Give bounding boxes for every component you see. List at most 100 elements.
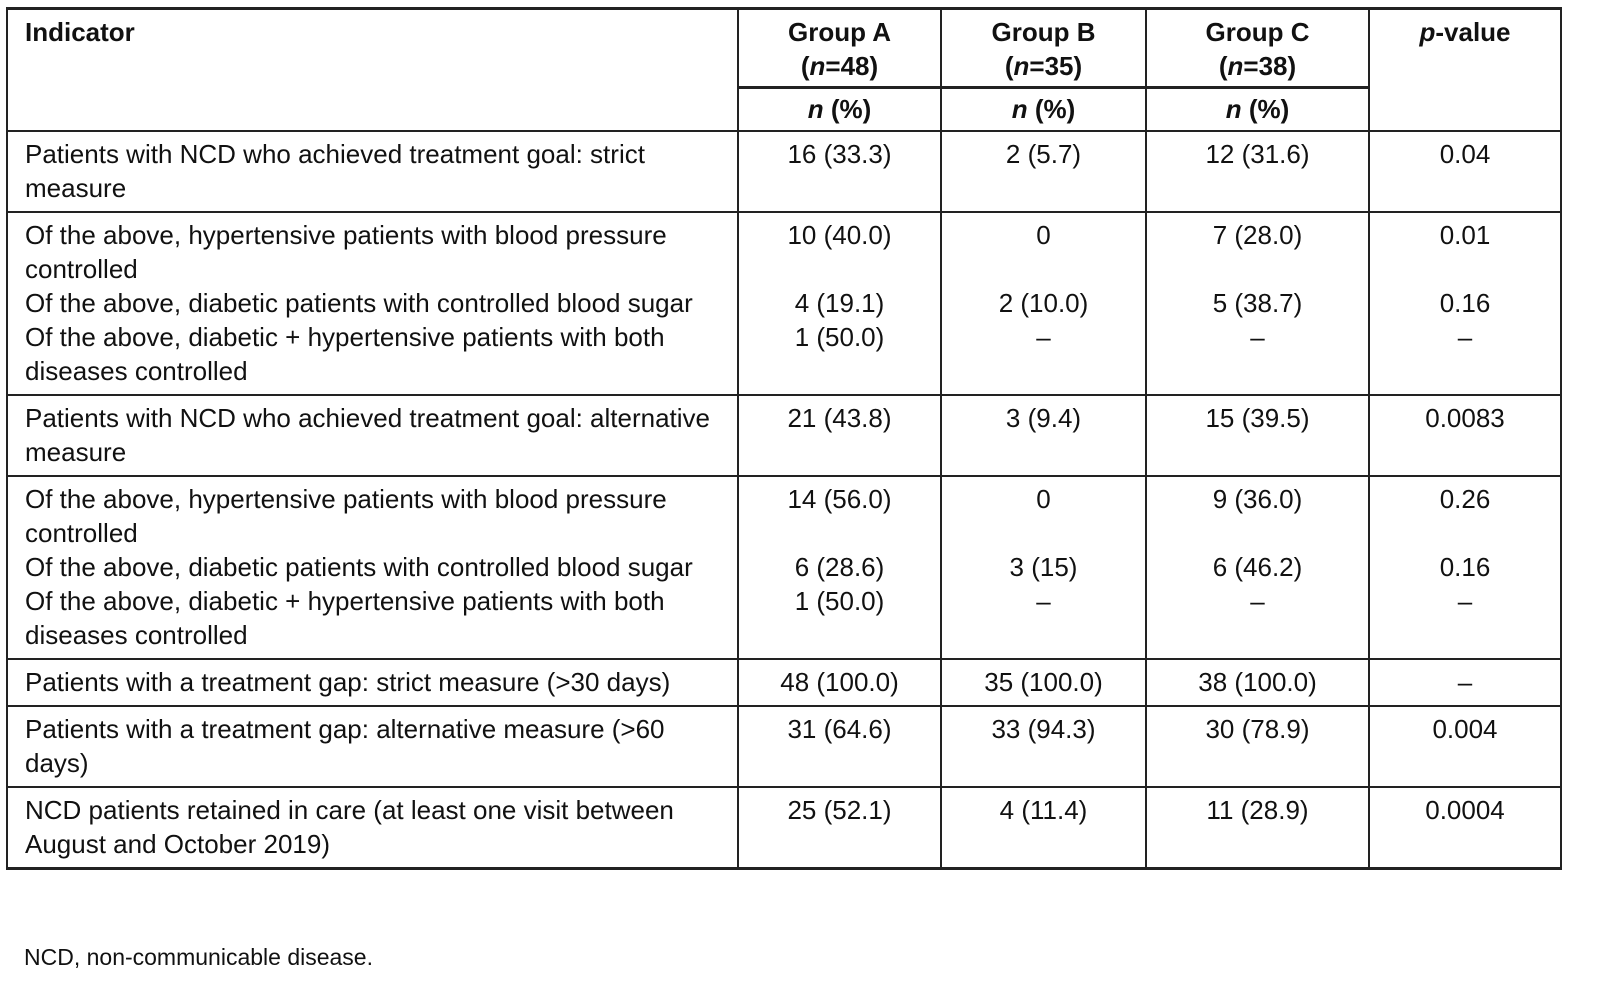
text-part: n <box>1225 94 1242 124</box>
text-part: ( <box>800 51 810 81</box>
indicator-cell: Of the above, diabetic + hypertensive pa… <box>6 584 739 659</box>
table-row: Patients with a treatment gap: strict me… <box>6 659 1562 706</box>
text-part: n <box>1011 94 1028 124</box>
value-cell: 10 (40.0) <box>737 212 942 286</box>
data-table: Indicator Group A (n=48) Group B (n=35) Group… <box>6 7 1562 870</box>
value-cell: 3 (9.4) <box>940 395 1147 476</box>
value-cell: 1 (50.0) <box>737 320 942 395</box>
table-section: NCD patients retained in care (at least … <box>6 787 1562 869</box>
text-part: p <box>1419 17 1436 47</box>
table-wrap: Indicator Group A (n=48) Group B (n=35) Group… <box>6 7 1562 870</box>
group-title: Group C <box>1205 17 1310 47</box>
unit-header: n (%) <box>940 86 1147 132</box>
table-row: NCD patients retained in care (at least … <box>6 787 1562 869</box>
group-header: Group B (n=35) <box>940 7 1147 89</box>
indicator-cell: NCD patients retained in care (at least … <box>6 787 739 869</box>
group-header: Group C (n=38) <box>1145 7 1370 89</box>
value-cell: 0.16 <box>1368 550 1562 584</box>
indicator-cell: Of the above, diabetic patients with con… <box>6 550 739 584</box>
value-cell: 9 (36.0) <box>1145 476 1370 550</box>
indicator-cell: Patients with a treatment gap: strict me… <box>6 659 739 706</box>
indicator-cell: Of the above, hypertensive patients with… <box>6 212 739 286</box>
text-part: -value <box>1435 17 1511 47</box>
value-cell: – <box>940 584 1147 659</box>
text-part: ( <box>1004 51 1014 81</box>
table-section: Patients with NCD who achieved treatment… <box>6 395 1562 476</box>
table-section: Of the above, hypertensive patients with… <box>6 476 1562 659</box>
table-header: Indicator Group A (n=48) Group B (n=35) Group… <box>6 7 1562 132</box>
header-row: Indicator Group A (n=48) Group B (n=35) Group… <box>6 7 1562 132</box>
table-row: Patients with NCD who achieved treatment… <box>6 395 1562 476</box>
table-row: Of the above, diabetic + hypertensive pa… <box>6 320 1562 395</box>
value-cell: 38 (100.0) <box>1145 659 1370 706</box>
table-row: Of the above, diabetic patients with con… <box>6 550 1562 584</box>
header-cell: Indicator <box>6 7 739 132</box>
table-section: Patients with NCD who achieved treatment… <box>6 131 1562 212</box>
table-row: Of the above, hypertensive patients with… <box>6 476 1562 550</box>
indicator-cell: Patients with NCD who achieved treatment… <box>6 131 739 212</box>
value-cell: 0 <box>940 476 1147 550</box>
value-cell: 0.04 <box>1368 131 1562 212</box>
value-cell: 2 (10.0) <box>940 286 1147 320</box>
table-row: Of the above, diabetic patients with con… <box>6 286 1562 320</box>
value-cell: 16 (33.3) <box>737 131 942 212</box>
value-cell: 4 (19.1) <box>737 286 942 320</box>
value-cell: 0.16 <box>1368 286 1562 320</box>
value-cell: 0.0004 <box>1368 787 1562 869</box>
indicator-cell: Of the above, diabetic patients with con… <box>6 286 739 320</box>
value-cell: 35 (100.0) <box>940 659 1147 706</box>
header-cell: p-value <box>1368 7 1562 132</box>
indicator-cell: Of the above, diabetic + hypertensive pa… <box>6 320 739 395</box>
value-cell: 0 <box>940 212 1147 286</box>
value-cell: 0.26 <box>1368 476 1562 550</box>
value-cell: – <box>1145 584 1370 659</box>
value-cell: 15 (39.5) <box>1145 395 1370 476</box>
indicator-cell: Patients with NCD who achieved treatment… <box>6 395 739 476</box>
value-cell: 0.01 <box>1368 212 1562 286</box>
value-cell: 25 (52.1) <box>737 787 942 869</box>
value-cell: 14 (56.0) <box>737 476 942 550</box>
table-section: Patients with a treatment gap: strict me… <box>6 659 1562 706</box>
value-cell: 12 (31.6) <box>1145 131 1370 212</box>
value-cell: – <box>1145 320 1370 395</box>
value-cell: 2 (5.7) <box>940 131 1147 212</box>
value-cell: 30 (78.9) <box>1145 706 1370 787</box>
table-row: Patients with NCD who achieved treatment… <box>6 131 1562 212</box>
group-header: Group A (n=48) <box>737 7 942 89</box>
value-cell: 3 (15) <box>940 550 1147 584</box>
value-cell: 6 (28.6) <box>737 550 942 584</box>
value-cell: – <box>940 320 1147 395</box>
text-part: (%) <box>1241 94 1290 124</box>
value-cell: 33 (94.3) <box>940 706 1147 787</box>
text-part: ( <box>1218 51 1228 81</box>
group-title: Group B <box>991 17 1096 47</box>
footnote: NCD, non-communicable disease. <box>24 944 373 970</box>
text-part: (%) <box>1027 94 1076 124</box>
text-part: =48) <box>825 51 879 81</box>
value-cell: – <box>1368 320 1562 395</box>
table-section: Patients with a treatment gap: alternati… <box>6 706 1562 787</box>
value-cell: 0.0083 <box>1368 395 1562 476</box>
value-cell: 7 (28.0) <box>1145 212 1370 286</box>
text-part: (%) <box>823 94 872 124</box>
table-row: Of the above, hypertensive patients with… <box>6 212 1562 286</box>
table-row: Patients with a treatment gap: alternati… <box>6 706 1562 787</box>
text-part: =35) <box>1029 51 1083 81</box>
table-row: Of the above, diabetic + hypertensive pa… <box>6 584 1562 659</box>
text-part: n <box>809 51 826 81</box>
header-text: Indicator <box>25 17 135 47</box>
value-cell: 31 (64.6) <box>737 706 942 787</box>
value-cell: 21 (43.8) <box>737 395 942 476</box>
indicator-cell: Of the above, hypertensive patients with… <box>6 476 739 550</box>
text-part: n <box>1227 51 1244 81</box>
value-cell: 5 (38.7) <box>1145 286 1370 320</box>
unit-header: n (%) <box>1145 86 1370 132</box>
value-cell: 1 (50.0) <box>737 584 942 659</box>
value-cell: 48 (100.0) <box>737 659 942 706</box>
indicator-cell: Patients with a treatment gap: alternati… <box>6 706 739 787</box>
table-section: Of the above, hypertensive patients with… <box>6 212 1562 395</box>
value-cell: – <box>1368 584 1562 659</box>
value-cell: 0.004 <box>1368 706 1562 787</box>
